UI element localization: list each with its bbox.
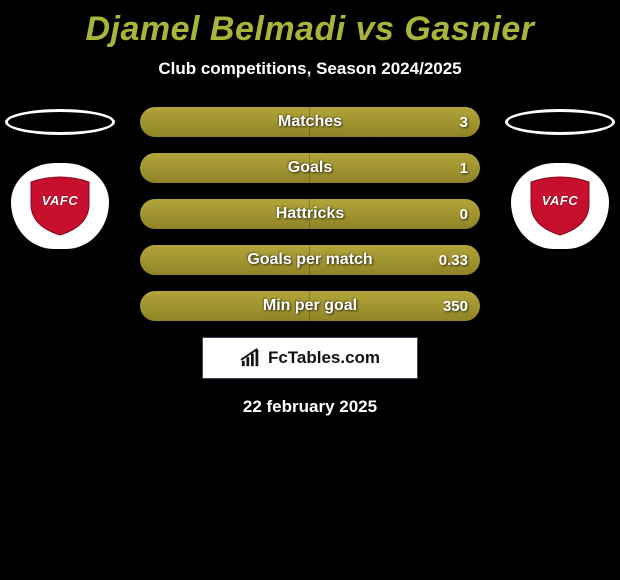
stat-bar-right-half [310, 245, 480, 275]
player-right-column: VAFC [500, 107, 620, 249]
stat-bar-right-half [310, 291, 480, 321]
stat-bar-left-half [140, 291, 310, 321]
page-title: Djamel Belmadi vs Gasnier [0, 0, 620, 49]
player-left-club-badge: VAFC [11, 163, 109, 249]
stat-bars: Matches3 Goals1 Hattricks0 Goals per match0… [140, 107, 480, 321]
stat-row: Hattricks0 [140, 199, 480, 229]
stat-bar-left-half [140, 199, 310, 229]
player-left-silhouette [5, 109, 115, 135]
player-right-club-abbr: VAFC [511, 193, 609, 208]
stat-row: Min per goal350 [140, 291, 480, 321]
player-left-column: VAFC [0, 107, 120, 249]
stat-bar-right-half [310, 199, 480, 229]
player-right-club-badge: VAFC [511, 163, 609, 249]
comparison-panel: VAFC VAFC Matches3 Goals1 Hattricks0 Goals … [0, 107, 620, 417]
player-left-club-abbr: VAFC [11, 193, 109, 208]
stat-bar-left-half [140, 153, 310, 183]
brand-text: FcTables.com [268, 348, 380, 368]
stat-bar-left-half [140, 245, 310, 275]
stat-row: Goals1 [140, 153, 480, 183]
bar-chart-icon [240, 348, 262, 368]
player-right-silhouette [505, 109, 615, 135]
stat-bar-left-half [140, 107, 310, 137]
subtitle: Club competitions, Season 2024/2025 [0, 59, 620, 79]
snapshot-date: 22 february 2025 [0, 397, 620, 417]
stat-row: Matches3 [140, 107, 480, 137]
stat-bar-right-half [310, 107, 480, 137]
brand-box[interactable]: FcTables.com [202, 337, 418, 379]
stat-bar-right-half [310, 153, 480, 183]
stat-row: Goals per match0.33 [140, 245, 480, 275]
